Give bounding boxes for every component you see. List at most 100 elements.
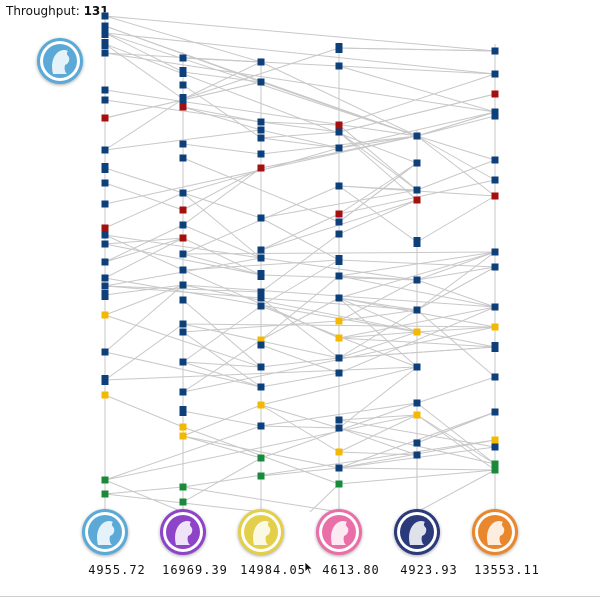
edge-line	[338, 135, 418, 149]
task-node-blue	[101, 28, 109, 38]
lane-badge-3[interactable]	[238, 509, 284, 555]
task-node-red	[179, 103, 187, 111]
task-node-blue	[491, 112, 499, 120]
edge-line	[338, 185, 418, 243]
edge-line	[182, 259, 340, 271]
task-node-yellow	[335, 334, 343, 342]
edge-line	[338, 306, 496, 374]
edge-line	[104, 89, 418, 137]
task-node-blue	[491, 156, 499, 164]
source-pony-badge[interactable]	[37, 38, 83, 84]
edge-line	[416, 115, 496, 137]
edge-line	[416, 376, 496, 404]
edge-line	[182, 331, 262, 388]
task-node-blue	[335, 43, 343, 53]
task-node-blue	[335, 416, 343, 424]
task-node-blue	[491, 342, 499, 352]
edge-line	[182, 439, 496, 488]
edge-line	[338, 124, 418, 191]
lane-badge-4[interactable]	[316, 509, 362, 555]
edge-line	[104, 192, 184, 229]
edge-line	[104, 234, 262, 259]
task-node-blue	[413, 306, 421, 314]
edge-line	[104, 479, 184, 513]
task-node-blue	[101, 39, 109, 49]
edge-line	[104, 284, 184, 353]
task-node-red	[413, 196, 421, 204]
edge-line	[416, 326, 496, 333]
edge-line	[338, 331, 418, 339]
task-node-blue	[101, 274, 109, 282]
edge-line	[182, 167, 262, 211]
edge-line	[416, 266, 496, 281]
edge-line	[182, 106, 262, 131]
edge-line	[260, 213, 340, 251]
pony-head-icon	[487, 520, 505, 545]
task-node-blue	[491, 373, 499, 381]
lane-badge-5[interactable]	[394, 509, 440, 555]
edge-line	[260, 372, 340, 388]
task-node-blue	[179, 221, 187, 229]
task-node-blue	[101, 96, 109, 104]
edge-line	[104, 394, 184, 428]
edge-line	[104, 15, 496, 52]
lane-badge-2[interactable]	[160, 509, 206, 555]
task-node-blue	[179, 67, 187, 77]
task-node-blue	[179, 54, 187, 62]
edge-line	[182, 284, 496, 348]
edge-line	[104, 425, 262, 481]
task-node-blue	[491, 263, 499, 271]
edge-line	[104, 224, 184, 263]
task-node-blue	[101, 290, 109, 300]
task-node-yellow	[101, 391, 109, 399]
edge-line	[416, 469, 496, 513]
task-node-green	[179, 498, 187, 506]
edge-line	[260, 129, 340, 149]
edge-line	[182, 192, 262, 259]
task-node-blue	[335, 272, 343, 280]
edge-line	[260, 257, 418, 281]
edge-line	[182, 167, 262, 226]
task-node-blue	[257, 270, 265, 280]
edge-line	[104, 182, 184, 211]
lane-value-5: 4923.93	[400, 563, 458, 577]
edge-line	[416, 411, 496, 444]
task-node-blue	[179, 296, 187, 304]
task-node-blue	[101, 86, 109, 94]
task-node-blue	[101, 375, 109, 385]
task-node-blue	[101, 200, 109, 208]
lane-badge-1[interactable]	[82, 509, 128, 555]
task-node-blue	[257, 341, 265, 349]
task-node-blue	[413, 186, 421, 194]
task-node-blue	[413, 237, 421, 247]
edge-line	[104, 129, 262, 151]
edge-line	[260, 61, 418, 137]
edge-line	[260, 121, 340, 126]
edge-line	[104, 32, 496, 75]
task-node-blue	[491, 176, 499, 184]
task-node-blue	[413, 439, 421, 447]
edge-line	[338, 309, 418, 322]
lane-value-4: 4613.80	[322, 563, 380, 577]
bottom-divider	[0, 596, 600, 597]
task-node-green	[491, 466, 499, 474]
edge-line	[104, 52, 496, 113]
task-node-yellow	[413, 328, 421, 336]
task-node-green	[179, 483, 187, 491]
lane-badge-6[interactable]	[472, 509, 518, 555]
task-node-blue	[101, 22, 109, 30]
edge-line	[104, 414, 418, 481]
edge-line	[338, 297, 418, 368]
edge-line	[338, 199, 418, 235]
edge-line	[104, 314, 262, 368]
edge-line	[104, 285, 262, 293]
edge-line	[182, 57, 262, 63]
edge-line	[338, 65, 496, 113]
task-node-blue	[179, 94, 187, 104]
task-node-blue	[179, 189, 187, 197]
task-node-red	[179, 206, 187, 214]
edge-line	[416, 279, 496, 308]
edge-line	[338, 251, 496, 299]
task-node-blue	[179, 328, 187, 336]
edge-line	[416, 135, 496, 181]
